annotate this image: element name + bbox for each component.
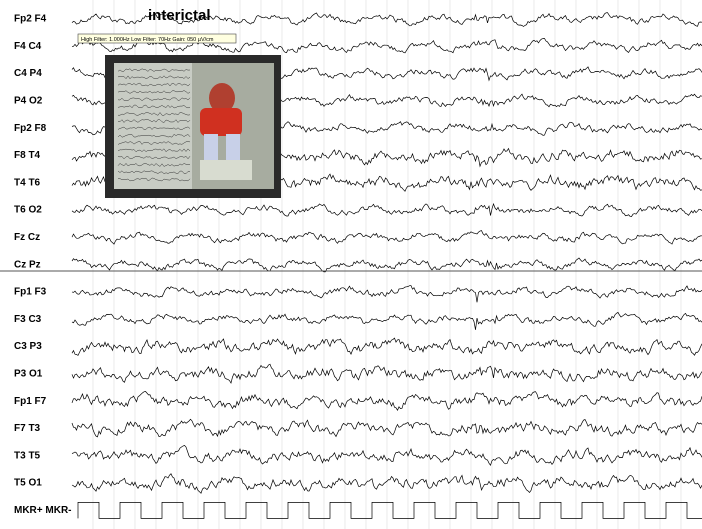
filter-box [77, 33, 237, 44]
eeg-trace [77, 502, 702, 519]
video-blanket [200, 160, 252, 180]
eeg-trace [71, 444, 702, 466]
channel-label: Fz Cz [14, 232, 40, 243]
channel-label: MKR+ MKR- [14, 505, 72, 516]
eeg-trace [71, 418, 702, 438]
channel-label: F7 T3 [14, 423, 41, 434]
channel-label: T5 O1 [14, 478, 42, 489]
video-eeg-lines [117, 68, 191, 182]
title: interictal [148, 7, 211, 24]
eeg-trace [71, 363, 702, 384]
channel-label: Cz Pz [14, 259, 41, 270]
video-eeg-line [117, 119, 191, 123]
channel-label: Fp1 F7 [14, 396, 47, 407]
eeg-trace [71, 285, 702, 303]
video-patient-body [200, 108, 242, 136]
channel-label: F3 C3 [14, 314, 42, 325]
eeg-trace [71, 311, 702, 330]
video-eeg-line [117, 170, 191, 174]
filter-info: High Filter: 1.000Hz Low Filter: 70Hz Ga… [81, 37, 214, 43]
video-eeg-line [117, 126, 191, 130]
traces [71, 12, 702, 519]
video-eeg-line [117, 68, 191, 72]
channel-label: Fp2 F8 [14, 123, 47, 134]
channel-label: C3 P3 [14, 341, 42, 352]
video-eeg-line [117, 90, 191, 94]
video-eeg-line [118, 112, 191, 116]
channel-label: F4 C4 [14, 41, 42, 52]
video-eeg-line [117, 134, 191, 138]
video-inset [105, 55, 281, 198]
channel-labels: Fp2 F4 F4 C4 C4 P4 P4 O2 Fp2 F8 F8 T4 T4 T6 T6 … [14, 14, 72, 516]
channel-label: Fp1 F3 [14, 287, 47, 298]
channel-label: F8 T4 [14, 150, 41, 161]
video-eeg-line [117, 148, 191, 153]
eeg-trace [71, 391, 702, 411]
video-eeg-line [117, 97, 191, 102]
channel-label: P3 O1 [14, 369, 43, 380]
channel-label: Fp2 F4 [14, 14, 47, 25]
video-patient-leg [204, 134, 218, 166]
video-eeg-screen [114, 63, 192, 189]
eeg-trace [71, 12, 702, 27]
video-eeg-line [117, 141, 191, 145]
channel-label: P4 O2 [14, 96, 43, 107]
video-eeg-line [117, 163, 191, 167]
eeg-trace [71, 230, 702, 245]
video-eeg-line [117, 155, 191, 160]
channel-label: T4 T6 [14, 177, 41, 188]
eeg-trace [71, 473, 702, 494]
video-eeg-line [117, 177, 191, 182]
video-eeg-line [117, 82, 191, 87]
video-patient-leg [226, 134, 240, 166]
video-eeg-line [117, 75, 191, 80]
eeg-trace [71, 38, 702, 54]
video-patient-head [209, 83, 235, 113]
eeg-trace [71, 337, 702, 356]
video-eeg-line [117, 104, 191, 109]
channel-label: T6 O2 [14, 205, 42, 216]
channel-label: T3 T5 [14, 450, 41, 461]
eeg-trace [71, 257, 702, 273]
channel-label: C4 P4 [14, 68, 42, 79]
eeg-trace [71, 202, 702, 217]
